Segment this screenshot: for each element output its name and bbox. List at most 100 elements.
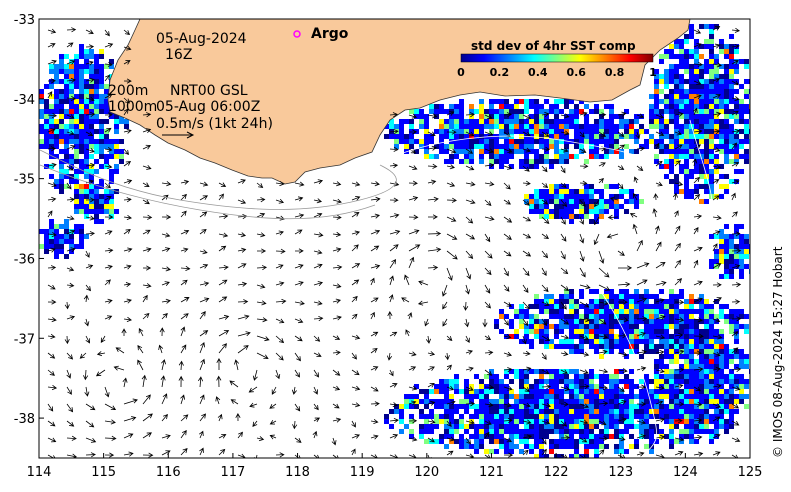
current-vector (617, 417, 627, 423)
sst-pixel (514, 149, 519, 154)
sst-pixel (684, 409, 689, 414)
current-vector (370, 348, 378, 354)
sst-pixel (684, 49, 689, 54)
current-vector (332, 350, 341, 356)
sst-pixel (64, 69, 69, 74)
sst-pixel (694, 54, 699, 59)
current-vector (446, 233, 458, 240)
sst-pixel (619, 134, 624, 139)
sst-pixel (549, 304, 554, 309)
sst-pixel (89, 74, 94, 79)
sst-pixel (564, 429, 569, 434)
sst-pixel (654, 119, 659, 124)
sst-pixel (59, 224, 64, 229)
sst-pixel (419, 424, 424, 429)
sst-pixel (514, 124, 519, 129)
current-vector (598, 300, 609, 306)
sst-pixel (444, 409, 449, 414)
sst-pixel (699, 354, 704, 359)
sst-pixel (689, 109, 694, 114)
sst-pixel (604, 309, 609, 314)
sst-pixel (449, 414, 454, 419)
sst-pixel (599, 189, 604, 194)
sst-pixel (424, 144, 429, 149)
sst-pixel (474, 374, 479, 379)
sst-pixel (714, 194, 719, 199)
sst-pixel (584, 189, 589, 194)
sst-pixel (599, 134, 604, 139)
sst-pixel (449, 419, 454, 424)
sst-pixel (679, 134, 684, 139)
sst-pixel (724, 304, 729, 309)
sst-pixel (564, 339, 569, 344)
sst-pixel (679, 364, 684, 369)
sst-pixel (544, 189, 549, 194)
sst-pixel (534, 319, 539, 324)
sst-pixel (709, 419, 714, 424)
current-vector (180, 394, 186, 405)
sst-pixel (554, 329, 559, 334)
sst-pixel (549, 164, 554, 169)
sst-pixel (489, 129, 494, 134)
current-vector (560, 334, 570, 340)
sst-pixel (604, 389, 609, 394)
sst-pixel (499, 414, 504, 419)
sst-pixel (494, 404, 499, 409)
sst-pixel (454, 124, 459, 129)
sst-pixel (54, 154, 59, 159)
sst-pixel (439, 389, 444, 394)
current-vector (47, 146, 56, 152)
current-vector (560, 182, 567, 189)
current-vector (655, 368, 665, 374)
sst-pixel (629, 414, 634, 419)
sst-pixel (689, 34, 694, 39)
sst-pixel (664, 304, 669, 309)
sst-pixel (569, 124, 574, 129)
sst-pixel (589, 384, 594, 389)
sst-pixel (704, 429, 709, 434)
sst-pixel (469, 109, 474, 114)
current-vector (408, 351, 417, 357)
sst-pixel (534, 199, 539, 204)
sst-pixel (719, 329, 724, 334)
sst-pixel (84, 199, 89, 204)
sst-pixel (719, 139, 724, 144)
sst-pixel (709, 314, 714, 319)
current-vector (47, 437, 57, 443)
sst-pixel (734, 224, 739, 229)
sst-pixel (484, 139, 489, 144)
sst-pixel (684, 69, 689, 74)
sst-pixel (594, 104, 599, 109)
current-vector (503, 402, 512, 408)
sst-pixel (684, 379, 689, 384)
sst-pixel (479, 404, 484, 409)
sst-pixel (519, 144, 524, 149)
sst-pixel (509, 334, 514, 339)
sst-pixel (549, 309, 554, 314)
sst-pixel (634, 409, 639, 414)
sst-pixel (39, 109, 44, 114)
sst-pixel (694, 84, 699, 89)
sst-pixel (84, 194, 89, 199)
sst-pixel (404, 144, 409, 149)
sst-pixel (79, 204, 84, 209)
current-vector (617, 351, 628, 357)
sst-pixel (509, 319, 514, 324)
sst-pixel (629, 319, 634, 324)
sst-pixel (724, 409, 729, 414)
sst-pixel (99, 154, 104, 159)
sst-pixel (629, 124, 634, 129)
current-vector (712, 434, 721, 439)
sst-pixel (84, 189, 89, 194)
current-vector (674, 181, 684, 187)
sst-pixel (689, 69, 694, 74)
current-vector (693, 333, 704, 339)
sst-pixel (734, 99, 739, 104)
current-vector (218, 343, 227, 354)
sst-pixel (544, 394, 549, 399)
current-vector (632, 223, 638, 235)
sst-pixel (639, 319, 644, 324)
sst-pixel (74, 179, 79, 184)
sst-pixel (714, 254, 719, 259)
sst-pixel (559, 159, 564, 164)
